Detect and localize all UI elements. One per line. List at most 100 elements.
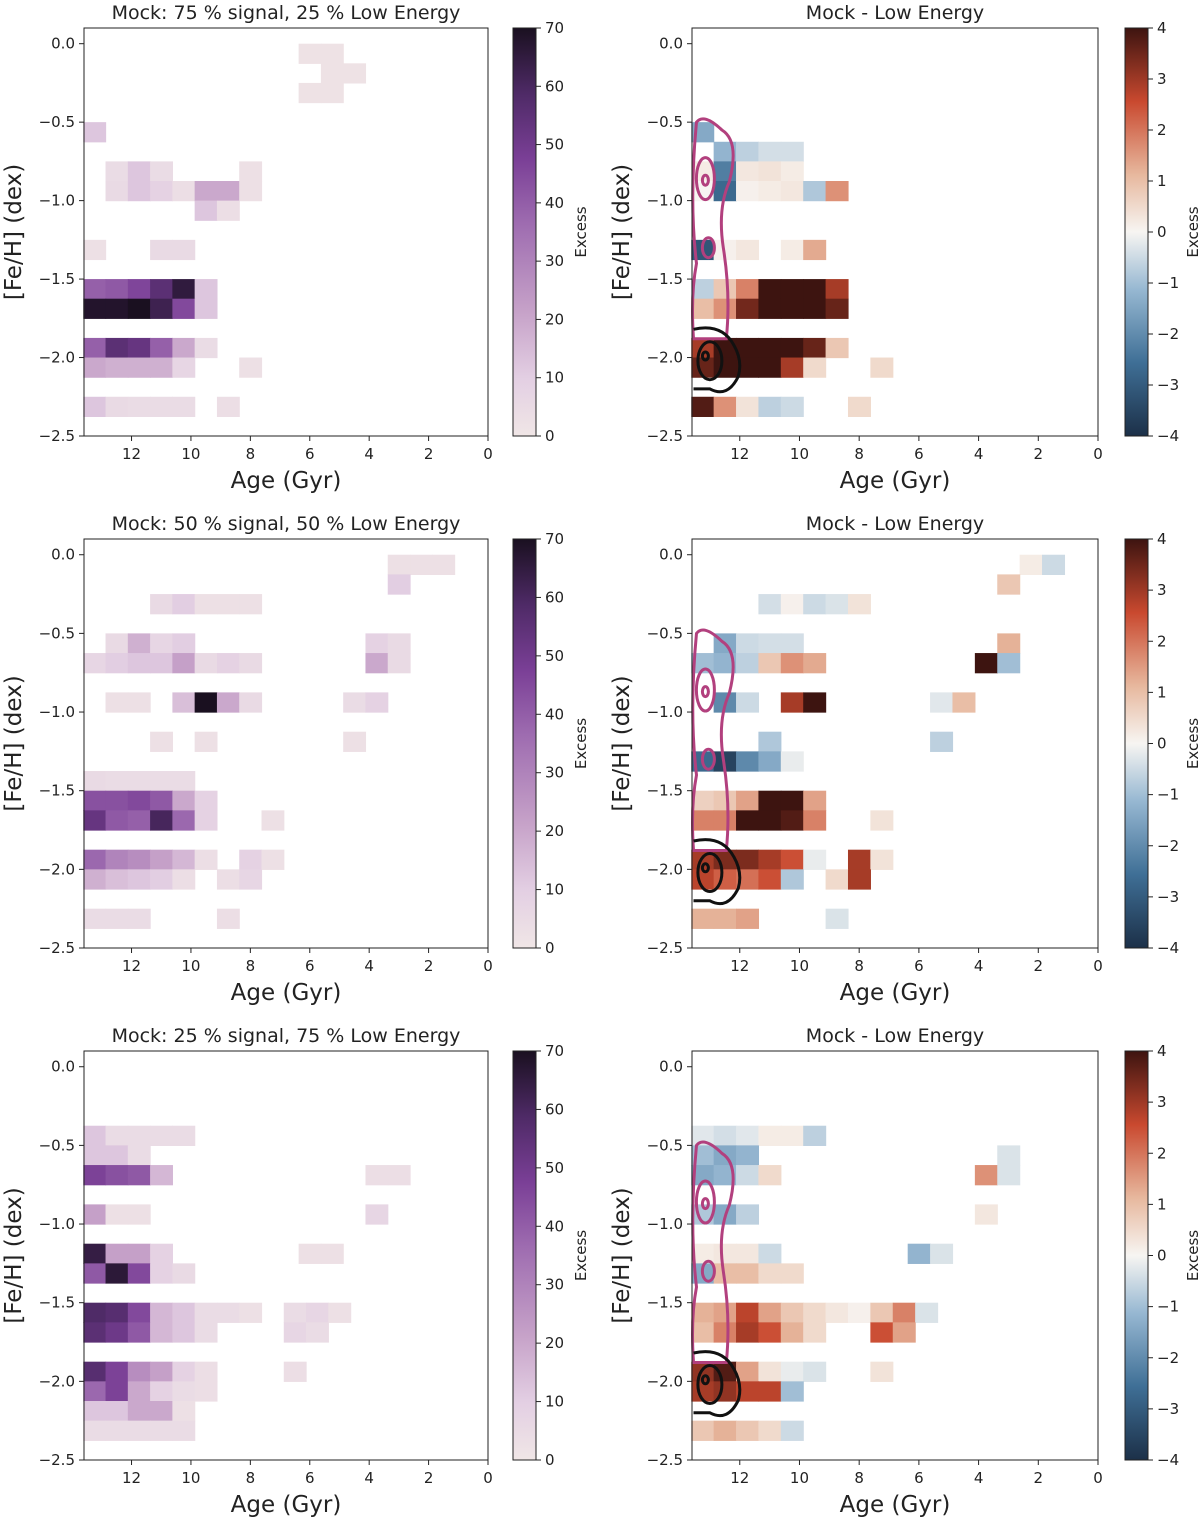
heatmap-cell: [691, 1322, 715, 1343]
heatmap-cell: [83, 1263, 107, 1284]
heatmap-cell: [150, 239, 173, 261]
heatmap-cell: [172, 771, 196, 792]
heatmap-cell: [320, 63, 344, 84]
heatmap-cell: [1019, 554, 1043, 575]
heatmap-cell: [127, 1125, 151, 1146]
y-tick-label: −0.5: [39, 1136, 75, 1154]
heatmap-cell: [736, 653, 760, 674]
heatmap-cell: [127, 653, 151, 674]
heatmap-cell: [758, 594, 782, 615]
heatmap-cell: [758, 653, 782, 674]
heatmap-cell: [780, 692, 804, 713]
heatmap-cell: [780, 357, 804, 378]
heatmap-cell: [736, 279, 760, 300]
colorbar-tick-label: 10: [545, 881, 564, 899]
heatmap-cell: [780, 594, 804, 615]
colorbar-gradient: [1124, 1050, 1149, 1461]
heatmap-cell: [172, 279, 196, 300]
heatmap-cell: [172, 810, 196, 831]
heatmap-cell: [83, 279, 107, 300]
heatmap-cell: [105, 1125, 129, 1146]
colorbar-label: Excess: [1184, 718, 1200, 769]
heatmap-cell: [736, 751, 760, 772]
heatmap-cell: [320, 82, 344, 104]
x-tick-label: 2: [1034, 957, 1044, 975]
heatmap-cell: [172, 594, 196, 615]
heatmap-cell: [127, 1165, 151, 1186]
x-axis: 12 10 8 6 4 2 0: [730, 1460, 1103, 1487]
heatmap-cell: [105, 810, 129, 831]
x-tick-label: 2: [1034, 445, 1044, 463]
x-tick-label: 2: [1034, 1469, 1044, 1487]
x-tick-label: 2: [424, 445, 434, 463]
colorbar-tick-label: 70: [545, 1042, 564, 1060]
heatmap-cell: [691, 908, 715, 929]
heatmap-cell: [172, 1125, 196, 1146]
x-tick-label: 10: [181, 445, 200, 463]
heatmap-cell: [239, 849, 263, 870]
heatmap-cell: [239, 357, 263, 378]
heatmap-cell: [172, 298, 196, 319]
heatmap-cell: [780, 1361, 804, 1382]
heatmap-cell: [105, 357, 129, 378]
heatmap-cell: [150, 790, 173, 811]
heatmap-cell: [803, 181, 827, 202]
heatmap-cell: [150, 279, 173, 300]
colorbar-tick-label: 50: [545, 1159, 564, 1177]
y-tick-label: −0.5: [647, 1136, 683, 1154]
heatmap-cell: [83, 1145, 107, 1166]
heatmap-cell: [127, 181, 151, 202]
heatmap-cell: [997, 653, 1021, 674]
heatmap-cell: [306, 1302, 329, 1323]
heatmap-cell: [216, 594, 240, 615]
heatmap-cell: [803, 298, 827, 319]
heatmap-cell: [691, 279, 715, 300]
x-tick-label: 6: [305, 1469, 315, 1487]
heatmap-cell: [780, 1420, 804, 1441]
heatmap-cell: [150, 1263, 173, 1284]
x-tick-label: 6: [305, 445, 315, 463]
y-tick-label: −2.5: [39, 427, 75, 445]
heatmap-cell: [105, 1204, 129, 1225]
heatmap-cell: [194, 810, 218, 831]
heatmap-cell: [105, 298, 129, 319]
heatmap-cells: [83, 43, 367, 417]
heatmap-cell: [758, 1263, 782, 1284]
heatmap-cell: [194, 1361, 218, 1382]
heatmap-cell: [239, 181, 263, 202]
heatmap-cell: [83, 1243, 107, 1264]
heatmap-cell: [83, 1420, 107, 1441]
heatmap-cell: [83, 810, 107, 831]
y-tick-label: −1.0: [39, 192, 75, 210]
colorbar-tick-label: 3: [1157, 581, 1167, 599]
x-tick-label: 0: [1093, 445, 1103, 463]
heatmap-cell: [172, 1361, 196, 1382]
x-tick-label: 0: [1093, 1469, 1103, 1487]
heatmap-cell: [83, 653, 107, 674]
heatmap-cell: [736, 1420, 760, 1441]
heatmap-cell: [780, 279, 804, 300]
colorbar-tick-label: −4: [1157, 1451, 1179, 1469]
x-tick-label: 6: [914, 957, 924, 975]
y-axis-label: [Fe/H] (dex): [609, 1187, 635, 1323]
heatmap-cell: [758, 751, 782, 772]
heatmap-cell: [736, 337, 760, 359]
colorbar-tick-label: 0: [1157, 223, 1167, 241]
heatmap-cell: [758, 810, 782, 831]
heatmap-cell: [713, 1302, 737, 1323]
colorbar-tick-label: 0: [545, 427, 555, 445]
heatmap-cell: [825, 337, 849, 359]
heatmap-cell: [691, 1302, 715, 1323]
colorbar-tick-label: 60: [545, 77, 564, 95]
heatmap-cell: [410, 554, 433, 575]
heatmap-cell: [105, 1145, 129, 1166]
heatmap-cell: [825, 594, 849, 615]
colorbar: −4 −3 −2 −1 0 1 2 3 4 Excess: [1124, 1042, 1200, 1469]
heatmap-cell: [216, 653, 240, 674]
heatmap-cell: [172, 181, 196, 202]
colorbar-tick-label: 60: [545, 588, 564, 606]
y-tick-label: −1.5: [39, 270, 75, 288]
heatmap-cell: [387, 1165, 411, 1186]
heatmap-cell: [150, 1322, 173, 1343]
